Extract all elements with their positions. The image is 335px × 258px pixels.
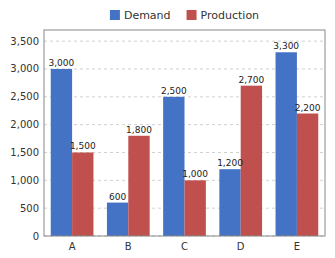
legend-item: Demand [110, 9, 171, 22]
legend-item: Production [187, 9, 260, 22]
bar [128, 136, 149, 236]
x-tick-label: E [294, 241, 300, 252]
y-tick-label: 3,000 [10, 63, 39, 74]
legend-swatch [187, 10, 197, 20]
bar [72, 152, 93, 236]
x-tick-label: C [181, 241, 188, 252]
y-tick-label: 500 [20, 203, 39, 214]
bar [163, 97, 184, 236]
bar [107, 203, 128, 236]
data-label: 1,200 [217, 158, 243, 168]
y-tick-label: 0 [33, 231, 39, 242]
bar [241, 86, 262, 236]
x-tick-label: A [69, 241, 76, 252]
plot-frame [44, 30, 325, 236]
data-label: 3,000 [49, 58, 75, 68]
bar [185, 180, 206, 236]
data-label: 3,300 [273, 41, 299, 51]
y-tick-label: 2,500 [10, 91, 39, 102]
data-label: 2,200 [295, 103, 321, 113]
bar [276, 52, 297, 236]
data-labels: 3,000 600 2,500 1,200 3,300 1,500 1,800 1,000 2,… [49, 41, 321, 201]
data-label: 2,700 [238, 75, 264, 85]
bars [51, 52, 319, 236]
y-tick-label: 1,000 [10, 175, 39, 186]
chart: 0 500 1,000 1,500 2,000 2,500 3,000 3,500 3,000 6… [0, 0, 335, 258]
data-label: 1,000 [182, 169, 208, 179]
x-tick-label: D [237, 241, 245, 252]
data-label: 600 [109, 192, 126, 202]
bar [219, 169, 240, 236]
legend-label: Production [201, 9, 260, 22]
x-tick-label: B [125, 241, 132, 252]
data-label: 1,800 [126, 125, 152, 135]
data-label: 2,500 [161, 86, 187, 96]
y-tick-label: 1,500 [10, 147, 39, 158]
y-tick-label: 2,000 [10, 119, 39, 130]
legend: Demand Production [110, 9, 259, 22]
legend-label: Demand [124, 9, 171, 22]
bar [51, 69, 72, 236]
bar [297, 114, 318, 236]
data-label: 1,500 [70, 141, 96, 151]
y-tick-label: 3,500 [10, 36, 39, 47]
legend-swatch [110, 10, 120, 20]
